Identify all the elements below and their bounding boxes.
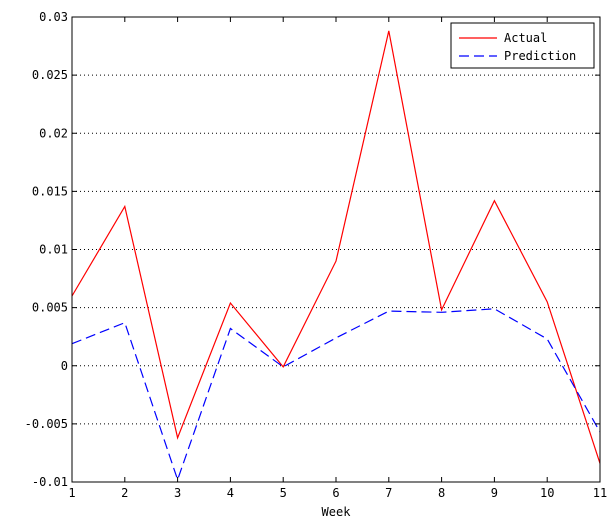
y-tick-label: 0.005 bbox=[32, 301, 68, 315]
y-tick-label: 0.02 bbox=[39, 126, 68, 140]
y-tick-labels: -0.01 -0.005 0 0.005 0.01 0.015 0.02 0.025 0.03 bbox=[25, 10, 68, 489]
y-tick-label: -0.01 bbox=[32, 475, 68, 489]
legend-label-actual: Actual bbox=[504, 31, 547, 45]
grid-lines bbox=[72, 74, 600, 425]
x-tick-label: 8 bbox=[438, 486, 445, 500]
x-tick-label: 11 bbox=[593, 486, 607, 500]
series-line-prediction bbox=[71, 308, 601, 482]
y-tick-label: -0.005 bbox=[25, 417, 68, 431]
y-tick-label: 0 bbox=[61, 359, 68, 373]
legend-box bbox=[450, 22, 595, 69]
x-axis-label: Week bbox=[322, 505, 352, 519]
axis-ticks bbox=[71, 16, 601, 483]
y-tick-label: 0.03 bbox=[39, 10, 68, 24]
y-tick-label: 0.015 bbox=[32, 184, 68, 198]
x-tick-label: 3 bbox=[174, 486, 181, 500]
x-tick-label: 10 bbox=[540, 486, 554, 500]
y-tick-label: 0.025 bbox=[32, 68, 68, 82]
x-tick-label: 9 bbox=[491, 486, 498, 500]
x-tick-label: 6 bbox=[332, 486, 339, 500]
y-tick-label: 0.01 bbox=[39, 243, 68, 257]
x-tick-label: 5 bbox=[280, 486, 287, 500]
x-tick-label: 2 bbox=[121, 486, 128, 500]
x-tick-label: 4 bbox=[227, 486, 234, 500]
series-line-actual bbox=[71, 30, 601, 464]
series-group bbox=[71, 30, 601, 482]
x-tick-label: 7 bbox=[385, 486, 392, 500]
legend: Actual Prediction bbox=[450, 22, 595, 69]
x-tick-label: 1 bbox=[68, 486, 75, 500]
x-tick-labels: 1 2 3 4 5 6 7 8 9 10 11 bbox=[68, 486, 607, 500]
legend-label-prediction: Prediction bbox=[504, 49, 576, 63]
